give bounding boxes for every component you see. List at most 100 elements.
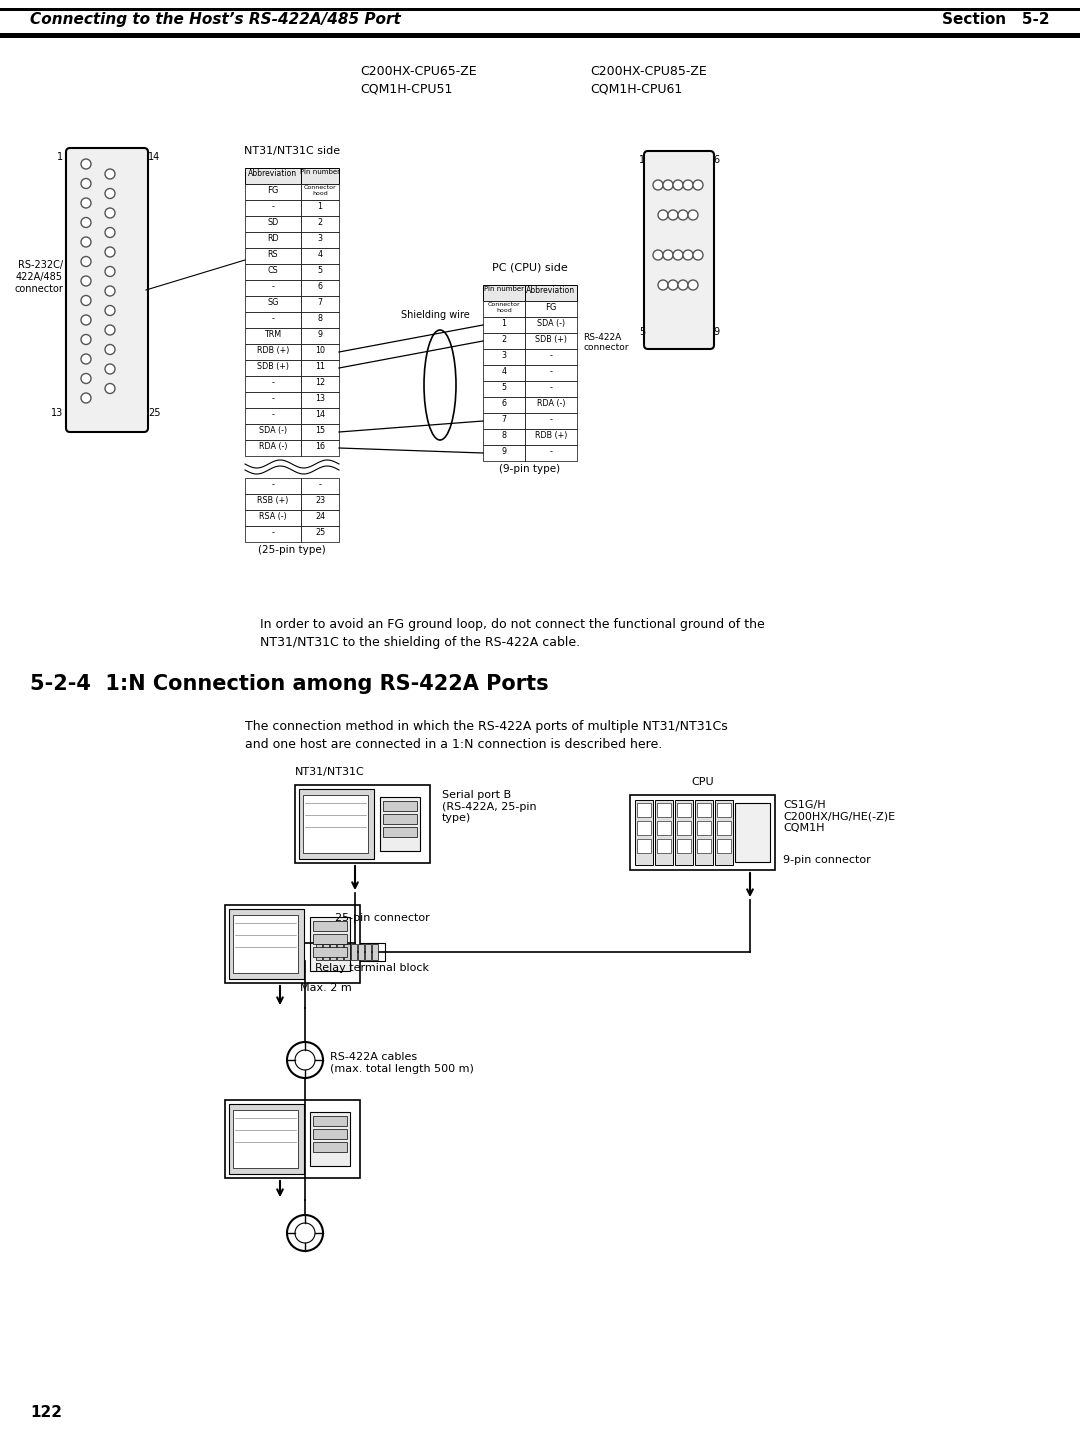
Bar bbox=[313, 921, 347, 931]
Text: SDA (-): SDA (-) bbox=[537, 319, 565, 329]
Bar bbox=[525, 413, 577, 429]
Circle shape bbox=[653, 250, 663, 260]
Bar bbox=[301, 329, 339, 344]
Text: -: - bbox=[271, 479, 274, 489]
Bar bbox=[301, 280, 339, 296]
Text: Relay terminal block: Relay terminal block bbox=[315, 963, 429, 973]
Bar bbox=[245, 329, 301, 344]
Bar bbox=[229, 1104, 303, 1174]
Text: RD: RD bbox=[267, 234, 279, 243]
Text: -: - bbox=[271, 377, 274, 387]
Bar bbox=[483, 397, 525, 413]
Bar bbox=[313, 934, 347, 944]
Bar bbox=[483, 382, 525, 397]
Circle shape bbox=[673, 179, 683, 189]
Bar bbox=[657, 804, 671, 817]
Bar bbox=[525, 301, 577, 317]
Bar bbox=[301, 199, 339, 217]
Circle shape bbox=[653, 179, 663, 189]
Text: 13: 13 bbox=[315, 395, 325, 403]
Bar bbox=[301, 441, 339, 456]
Bar bbox=[637, 839, 651, 852]
Text: CQM1H-CPU51: CQM1H-CPU51 bbox=[360, 83, 453, 96]
Text: SD: SD bbox=[268, 218, 279, 227]
Bar bbox=[301, 509, 339, 527]
Bar bbox=[245, 509, 301, 527]
Circle shape bbox=[105, 247, 114, 257]
Bar bbox=[697, 839, 711, 852]
Bar bbox=[225, 1101, 360, 1178]
Bar bbox=[301, 376, 339, 392]
Text: Connector
hood: Connector hood bbox=[488, 301, 521, 313]
Text: RS: RS bbox=[268, 250, 279, 258]
Text: connector: connector bbox=[14, 284, 63, 294]
Bar bbox=[245, 199, 301, 217]
Circle shape bbox=[663, 179, 673, 189]
Text: C200HX-CPU85-ZE: C200HX-CPU85-ZE bbox=[590, 65, 706, 77]
Text: Connector
hood: Connector hood bbox=[303, 185, 336, 195]
Text: NT31/NT31C to the shielding of the RS-422A cable.: NT31/NT31C to the shielding of the RS-42… bbox=[260, 636, 580, 649]
Bar bbox=[357, 944, 364, 960]
Text: Pin number: Pin number bbox=[300, 169, 340, 175]
Bar bbox=[657, 821, 671, 835]
Bar bbox=[483, 349, 525, 364]
Text: 5: 5 bbox=[638, 327, 645, 337]
Circle shape bbox=[81, 257, 91, 267]
Circle shape bbox=[105, 169, 114, 179]
Bar bbox=[245, 248, 301, 264]
Text: TRM: TRM bbox=[265, 330, 282, 339]
FancyBboxPatch shape bbox=[644, 151, 714, 349]
Bar bbox=[697, 804, 711, 817]
Bar bbox=[351, 944, 357, 960]
Bar bbox=[525, 333, 577, 349]
Text: -: - bbox=[550, 367, 553, 376]
Bar bbox=[0, 9, 1080, 11]
Ellipse shape bbox=[424, 330, 456, 441]
Text: 3: 3 bbox=[501, 352, 507, 360]
Bar bbox=[483, 413, 525, 429]
Bar bbox=[310, 917, 350, 971]
Bar bbox=[233, 1111, 298, 1168]
Bar bbox=[301, 296, 339, 311]
Bar bbox=[696, 799, 713, 865]
Circle shape bbox=[81, 198, 91, 208]
Bar bbox=[245, 423, 301, 441]
Circle shape bbox=[105, 383, 114, 393]
Bar bbox=[675, 799, 693, 865]
Circle shape bbox=[663, 250, 673, 260]
Bar bbox=[483, 333, 525, 349]
Text: (25-pin type): (25-pin type) bbox=[258, 545, 326, 555]
Bar bbox=[303, 795, 368, 852]
Text: 6: 6 bbox=[501, 399, 507, 408]
Circle shape bbox=[658, 280, 669, 290]
Bar bbox=[295, 785, 430, 862]
Text: FG: FG bbox=[268, 187, 279, 195]
Circle shape bbox=[669, 210, 678, 220]
Bar bbox=[383, 814, 417, 824]
Bar bbox=[301, 311, 339, 329]
Bar bbox=[245, 344, 301, 360]
Bar bbox=[483, 317, 525, 333]
Bar bbox=[245, 168, 301, 184]
Bar bbox=[0, 33, 1080, 37]
Text: -: - bbox=[550, 383, 553, 392]
Text: -: - bbox=[271, 410, 274, 419]
Bar bbox=[245, 264, 301, 280]
Text: -: - bbox=[271, 528, 274, 537]
Text: -: - bbox=[271, 395, 274, 403]
Text: -: - bbox=[319, 479, 322, 489]
Bar bbox=[245, 408, 301, 423]
Bar bbox=[245, 478, 301, 494]
Bar bbox=[697, 821, 711, 835]
Text: 6: 6 bbox=[318, 283, 323, 291]
Text: The connection method in which the RS-422A ports of multiple NT31/NT31Cs: The connection method in which the RS-42… bbox=[245, 720, 728, 733]
Bar bbox=[717, 804, 731, 817]
Bar bbox=[637, 804, 651, 817]
Circle shape bbox=[287, 1042, 323, 1078]
Text: RS-422A
connector: RS-422A connector bbox=[583, 333, 629, 353]
Bar bbox=[301, 478, 339, 494]
Circle shape bbox=[81, 276, 91, 286]
Bar bbox=[245, 311, 301, 329]
Bar bbox=[483, 429, 525, 445]
Text: 8: 8 bbox=[501, 430, 507, 441]
